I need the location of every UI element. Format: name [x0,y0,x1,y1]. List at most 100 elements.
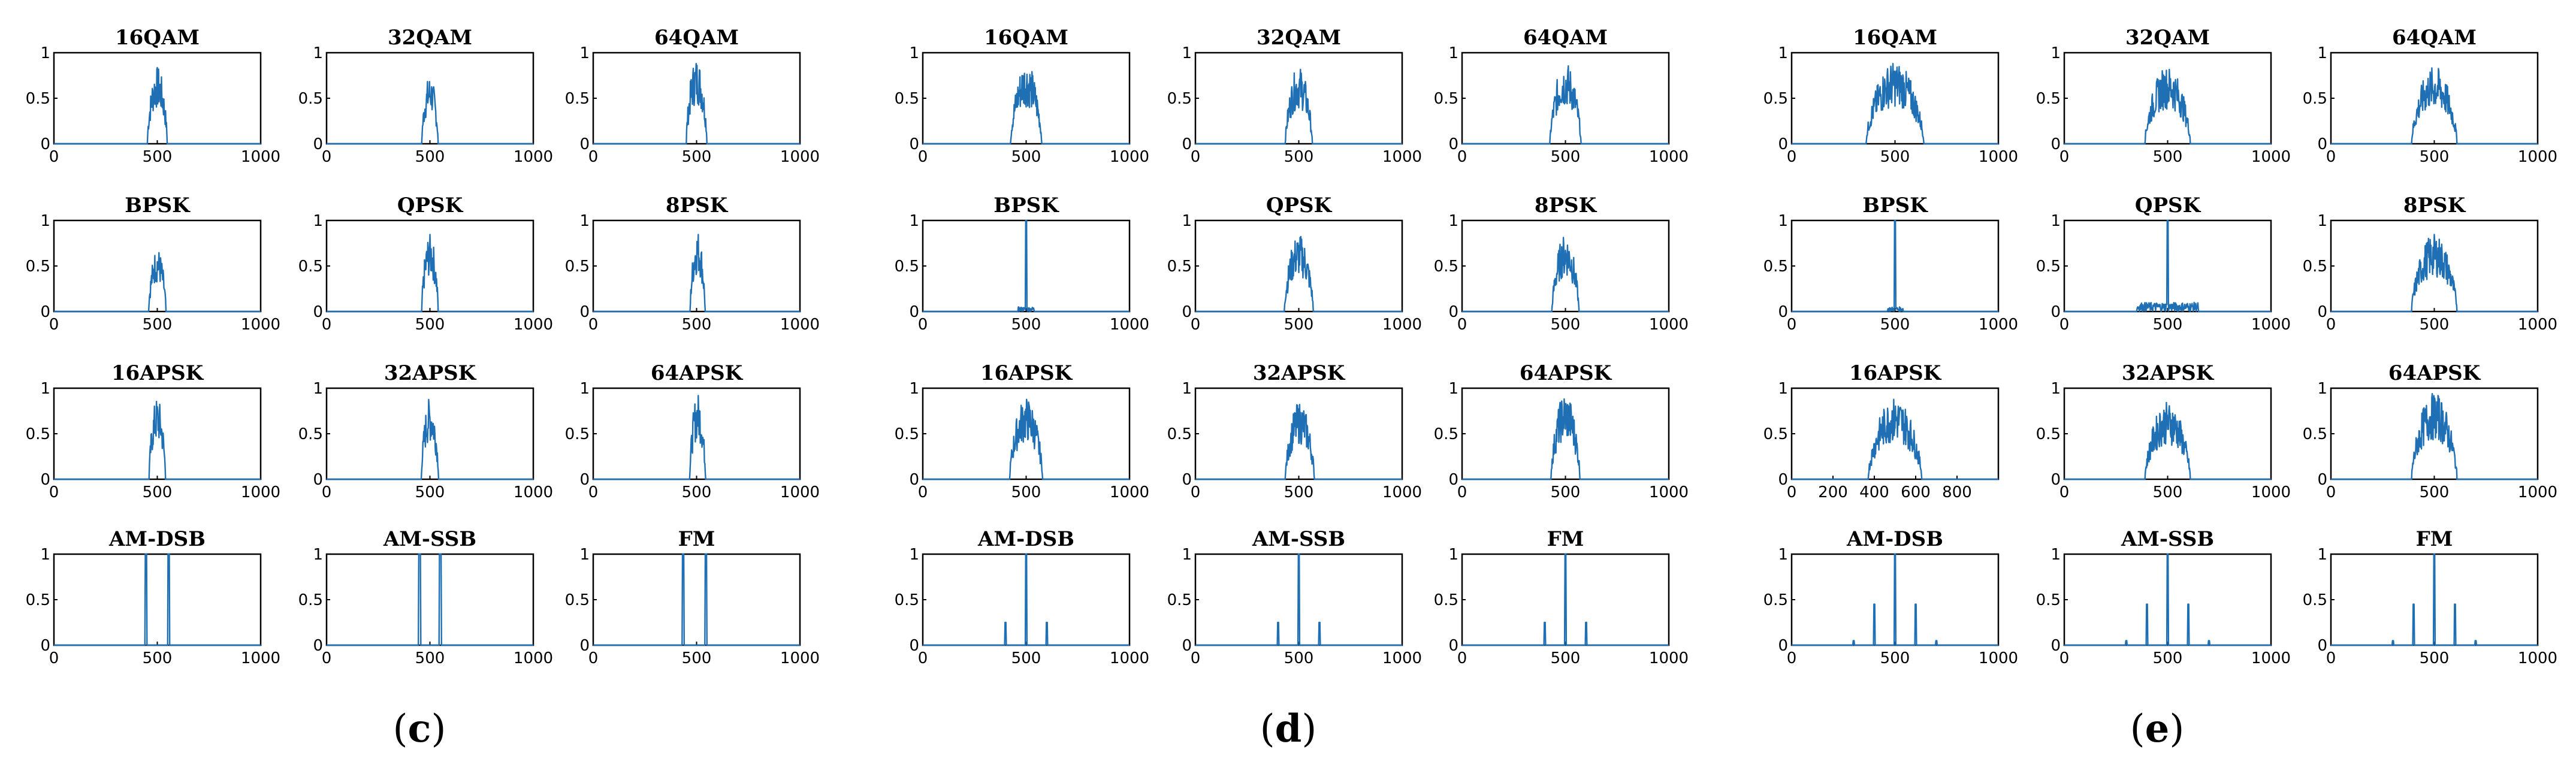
subplot-title: 16APSK [111,361,204,385]
x-tick-label: 0 [2059,148,2070,166]
y-tick-label: 0.5 [298,425,323,443]
subplot-title: 32APSK [384,361,477,385]
spectrum-line [53,553,261,646]
y-tick-label: 0.5 [1763,258,1788,276]
y-tick-label: 0.5 [26,258,50,276]
x-tick-label: 800 [1942,483,1972,501]
x-tick-label: 1000 [514,316,553,334]
x-tick-label: 0 [918,316,928,334]
x-tick-label: 1000 [1382,483,1422,501]
spectrum-line [2064,68,2272,145]
y-tick-label: 0.5 [298,258,323,276]
x-tick-label: 0 [2326,649,2336,667]
y-tick-label: 1 [313,380,323,398]
x-tick-label: 500 [1284,649,1314,667]
x-tick-label: 1000 [1979,148,2018,166]
y-tick-label: 1 [2317,212,2327,230]
x-tick-label: 1000 [1382,316,1422,334]
y-tick-label: 0 [1778,637,1788,655]
spectrum-line [1195,404,1403,480]
x-tick-label: 1000 [1979,316,2018,334]
x-tick-label: 500 [1880,148,1910,166]
x-tick-label: 500 [1551,316,1581,334]
x-tick-label: 0 [1457,649,1467,667]
x-tick-label: 1000 [780,649,820,667]
subplot-64qam-c: 64QAM 0 0.5 1 0 500 1000 [565,26,820,166]
subplot-64apsk-c: 64APSK 0 0.5 1 0 500 1000 [565,361,820,501]
subplot-title: BPSK [125,193,191,217]
subplot-title: 64APSK [651,361,744,385]
x-tick-label: 500 [2153,316,2183,334]
spectrum-line [1791,62,1999,145]
x-tick-label: 1000 [1382,148,1422,166]
axes-frame [2063,387,2272,480]
x-tick-label: 500 [1011,148,1041,166]
subplot-title: 16APSK [1849,361,1942,385]
subplot-title: AM-DSB [977,527,1074,551]
caption-d: (d) [1260,706,1317,751]
x-tick-label: 0 [918,483,928,501]
axes-frame [53,553,262,646]
y-tick-label: 0 [1778,471,1788,489]
x-tick-label: 1000 [2251,649,2291,667]
y-tick-label: 0.5 [2036,90,2061,108]
subplot-title: 64APSK [2388,361,2481,385]
y-tick-label: 0.5 [2303,425,2327,443]
x-tick-label: 1000 [2251,483,2291,501]
x-tick-label: 0 [322,483,332,501]
y-tick-label: 0 [2317,303,2327,321]
subplot-fm-d: FM 0 0.5 1 0 500 1000 [1434,527,1689,667]
y-tick-label: 0.5 [1763,90,1788,108]
x-tick-label: 500 [1011,649,1041,667]
subplot-32qam-e: 32QAM 0 0.5 1 0 500 1000 [2036,26,2291,166]
x-tick-label: 1000 [241,649,280,667]
spectrum-line [1461,65,1669,145]
spectrum-line [922,219,1130,313]
x-tick-label: 1000 [1110,148,1149,166]
axes-frame [325,553,534,646]
x-tick-label: 0 [2326,148,2336,166]
x-tick-label: 1000 [1110,649,1149,667]
subplot-qpsk-d: QPSK 0 0.5 1 0 500 1000 [1167,193,1422,334]
subplot-title: FM [2416,527,2453,551]
x-tick-label: 500 [415,483,445,501]
y-tick-label: 0 [40,637,50,655]
x-tick-label: 0 [322,316,332,334]
x-tick-label: 1000 [241,148,280,166]
x-tick-label: 1000 [1649,148,1689,166]
subplot-am-ssb-c: AM-SSB 0 0.5 1 0 500 1000 [298,527,553,667]
y-tick-label: 0 [1448,471,1458,489]
y-tick-label: 0 [1778,135,1788,153]
x-tick-label: 1000 [1110,316,1149,334]
y-tick-label: 1 [909,44,919,62]
y-tick-label: 1 [1448,44,1458,62]
spectrum-line [922,71,1130,145]
subplot-title: 16APSK [980,361,1073,385]
x-tick-label: 1000 [2518,483,2557,501]
y-tick-label: 0 [2317,471,2327,489]
subplot-title: FM [678,527,715,551]
spectrum-line [326,234,534,313]
x-tick-label: 1000 [2251,316,2291,334]
spectrum-line [922,553,1130,646]
subplot-title: AM-SSB [1252,527,1345,551]
y-tick-label: 0.5 [895,258,919,276]
x-tick-label: 500 [682,316,712,334]
y-tick-label: 0.5 [1167,425,1192,443]
y-tick-label: 0.5 [2036,591,2061,609]
x-tick-label: 0 [49,483,59,501]
spectrum-line [2064,219,2272,313]
y-tick-label: 0 [1182,303,1192,321]
subplot-title: 64QAM [1523,26,1608,50]
y-tick-label: 1 [313,212,323,230]
x-tick-label: 0 [2059,316,2070,334]
x-tick-label: 1000 [2518,649,2557,667]
spectrum-line [1791,553,1999,646]
spectrum-line [593,62,801,145]
x-tick-label: 0 [322,649,332,667]
y-tick-label: 0.5 [1434,258,1458,276]
subplot-am-ssb-d: AM-SSB 0 0.5 1 0 500 1000 [1167,527,1422,667]
y-tick-label: 1 [2050,546,2061,564]
subplot-fm-e: FM 0 0.5 1 0 500 1000 [2303,527,2557,667]
